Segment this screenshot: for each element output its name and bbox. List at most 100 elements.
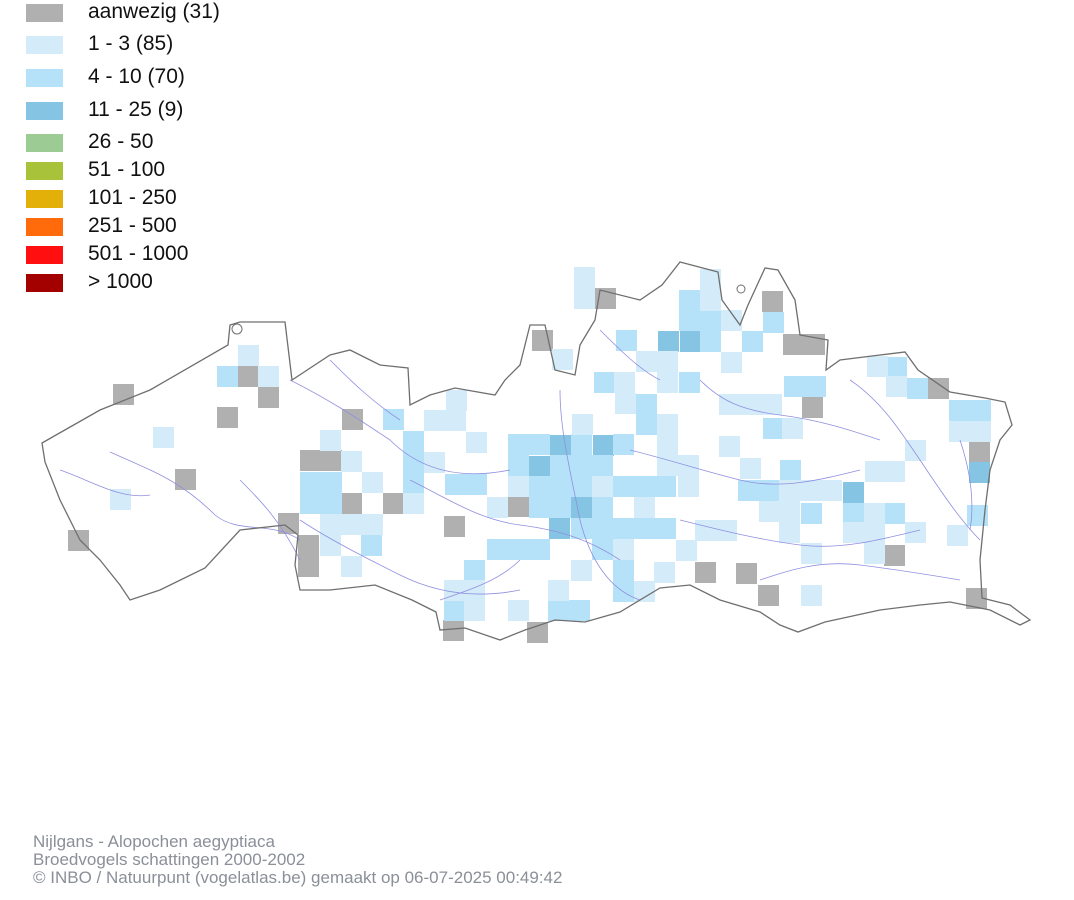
grid-cell [616,330,637,351]
legend-label: 51 - 100 [88,158,166,181]
grid-cell [446,390,467,411]
grid-cell [361,535,382,556]
grid-cell [571,497,592,518]
grid-cell [721,352,742,373]
legend-row: 101 - 250 [26,186,326,210]
legend-swatch [26,162,63,180]
grid-cell [424,452,445,473]
map-footer: Nijlgans - Alopochen aegyptiaca Broedvog… [33,833,562,887]
grid-cell [341,514,362,535]
grid-cell [508,434,529,455]
legend-swatch [26,134,63,152]
grid-cell [615,393,636,414]
grid-cell [445,474,466,495]
legend-label: 4 - 10 (70) [88,65,185,88]
grid-cell [383,409,404,430]
grid-cell [614,372,635,393]
legend-row: 26 - 50 [26,130,326,154]
grid-cell [508,455,529,476]
legend-swatch [26,246,63,264]
grid-cell [657,414,678,435]
grid-cell [779,480,800,501]
grid-cell [758,585,779,606]
grid-cell [821,480,842,501]
grid-cell [552,349,573,370]
grid-cell [487,497,508,518]
grid-cell [574,267,595,288]
grid-cell [342,409,363,430]
credit-line: © INBO / Natuurpunt (vogelatlas.be) gema… [33,868,563,887]
grid-cell [700,331,721,352]
grid-cell [740,458,761,479]
grid-cell [298,556,319,577]
legend-row: 501 - 1000 [26,242,326,266]
grid-cell [362,472,383,493]
grid-cell [403,493,424,514]
grid-cell [445,410,466,431]
grid-cell [949,400,970,421]
grid-cell [341,493,362,514]
legend-row: 11 - 25 (9) [26,98,326,122]
grid-cell [508,476,529,497]
survey-subtitle: Broedvogels schattingen 2000-2002 [33,850,306,869]
grid-cell [884,461,905,482]
grid-cell [550,455,571,476]
grid-cell [864,503,885,524]
grid-cell [865,461,886,482]
grid-cell [784,376,805,397]
grid-cell [970,421,991,442]
grid-cell [779,501,800,522]
grid-cell [763,312,784,333]
legend-swatch [26,190,63,208]
grid-cell [843,522,864,543]
grid-cell [947,525,968,546]
grid-cell [592,497,613,518]
grid-cell [529,456,550,477]
grid-cell [801,585,822,606]
legend-swatch [26,69,63,87]
legend-swatch [26,4,63,22]
grid-cell [886,376,907,397]
island-marker-west [231,323,243,335]
grid-cell [679,310,700,331]
grid-cell [802,397,823,418]
grid-cell [969,462,990,483]
rivers [59,329,981,601]
grid-cell [801,503,822,524]
legend-row: 251 - 500 [26,214,326,238]
grid-cell [969,441,990,462]
grid-cell [613,560,634,581]
legend-row: 4 - 10 (70) [26,65,326,89]
grid-cell [949,421,970,442]
grid-cell [742,331,763,352]
grid-cell [321,450,342,471]
grid-cell [238,366,259,387]
grid-cell [300,450,321,471]
grid-cell [508,539,529,560]
grid-cell [258,387,279,408]
grid-cell [548,580,569,601]
grid-cell [464,600,485,621]
grid-cell [508,600,529,621]
grid-cell [884,503,905,524]
legend-row: 51 - 100 [26,158,326,182]
legend-swatch [26,102,63,120]
grid-cell [217,407,238,428]
grid-cell [529,497,550,518]
grid-cell [636,394,657,415]
grid-cell [466,432,487,453]
grid-cell [574,288,595,309]
grid-cell [655,518,676,539]
grid-cell [278,513,299,534]
legend-label: > 1000 [88,270,153,293]
grid-cell [403,431,424,452]
grid-cell [759,501,780,522]
grid-cell [700,269,721,290]
grid-cell [679,290,700,311]
grid-cell [341,556,362,577]
grid-cell [719,394,740,415]
grid-cell [657,372,678,393]
legend-row: 1 - 3 (85) [26,32,326,56]
grid-cell [719,436,740,457]
grid-cell [320,430,341,451]
